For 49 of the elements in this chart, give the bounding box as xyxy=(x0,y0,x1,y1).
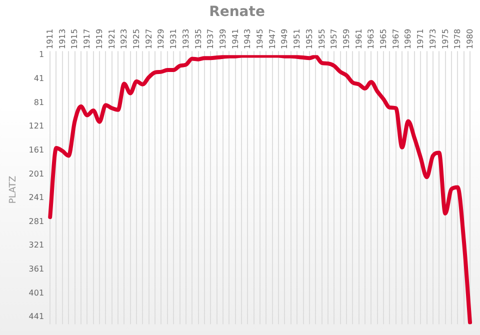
x-tick-label: 1980 xyxy=(465,28,474,50)
x-tick-label: 1923 xyxy=(120,28,129,50)
x-tick-label: 1947 xyxy=(268,28,277,50)
y-tick-label: 321 xyxy=(28,240,44,250)
x-tick-label: 1915 xyxy=(70,28,80,50)
x-tick-label: 1939 xyxy=(218,28,228,50)
x-tick-label: 1931 xyxy=(169,28,178,50)
y-tick-label: 441 xyxy=(28,312,44,322)
x-tick-label: 1913 xyxy=(58,28,67,50)
y-tick-label: 361 xyxy=(28,264,44,274)
x-tick-label: 1949 xyxy=(280,28,290,50)
x-tick-label: 1965 xyxy=(379,28,388,50)
y-tick-label: 121 xyxy=(28,122,44,131)
x-tick-label: 1969 xyxy=(404,28,413,50)
x-tick-label: 1925 xyxy=(132,28,142,50)
x-tick-label: 1935 xyxy=(194,28,203,50)
x-tick-label: 1941 xyxy=(230,28,240,50)
x-tick-label: 1943 xyxy=(243,28,252,50)
y-tick-label: 401 xyxy=(28,288,44,298)
x-tick-label: 1937 xyxy=(206,28,216,50)
y-tick-label: 281 xyxy=(28,216,44,226)
y-tick-label: 201 xyxy=(28,169,44,178)
x-tick-label: 1951 xyxy=(292,28,302,50)
chart-title: Renate xyxy=(209,4,265,20)
x-tick-label: 1921 xyxy=(107,28,116,50)
x-tick-label: 1963 xyxy=(366,28,376,50)
x-tick-label: 1953 xyxy=(304,28,314,50)
x-tick-label: 1917 xyxy=(82,28,92,50)
y-tick-label: 1 xyxy=(38,50,44,60)
x-tick-label: 1955 xyxy=(317,28,326,50)
x-tick-label: 1973 xyxy=(428,28,438,50)
x-tick-label: 1967 xyxy=(391,28,400,50)
x-tick-label: 1927 xyxy=(144,28,154,50)
x-tick-label: 1961 xyxy=(354,28,364,50)
y-tick-label: 161 xyxy=(28,145,44,154)
x-tick-label: 1929 xyxy=(156,28,166,50)
x-tick-label: 1957 xyxy=(330,28,339,50)
x-tick-label: 1978 xyxy=(453,28,462,50)
x-tick-label: 1975 xyxy=(440,28,450,50)
y-tick-label: 241 xyxy=(28,193,44,202)
x-tick-label: 1945 xyxy=(256,28,265,50)
y-tick-label: 81 xyxy=(34,98,44,107)
x-tick-label: 1959 xyxy=(342,28,351,50)
x-tick-label: 1933 xyxy=(181,28,190,50)
x-tick-label: 1971 xyxy=(416,28,426,50)
x-tick-label: 1911 xyxy=(46,28,55,50)
y-tick-label: 41 xyxy=(34,74,44,84)
x-tick-label: 1919 xyxy=(94,28,104,50)
y-axis-title: PLATZ xyxy=(8,176,19,204)
